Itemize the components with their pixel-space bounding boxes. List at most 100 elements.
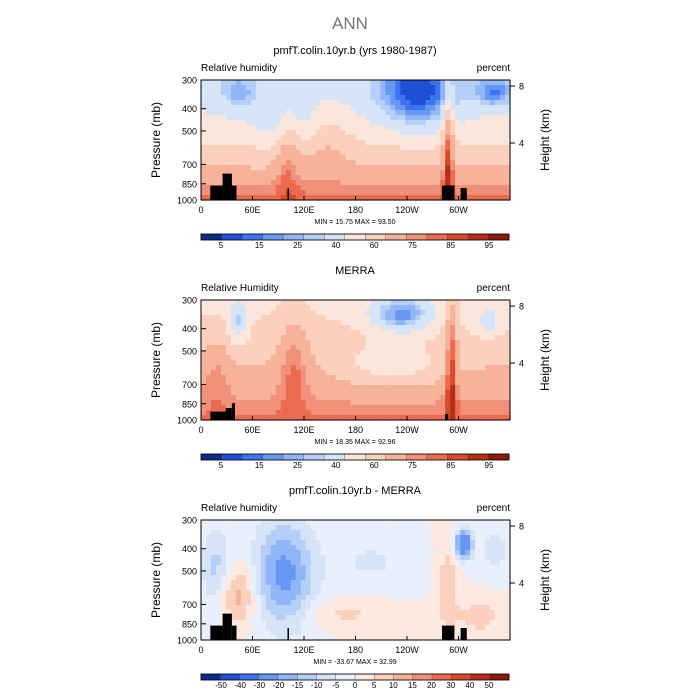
heatmap-cell (410, 415, 416, 421)
heatmap-cell (365, 135, 372, 141)
heatmap-cell (400, 150, 406, 156)
heatmap-cell (300, 345, 307, 351)
heatmap-cell (350, 370, 357, 376)
heatmap-cell (330, 585, 337, 591)
heatmap-cell (280, 305, 287, 311)
heatmap-cell (240, 585, 247, 591)
heatmap-cell (440, 520, 446, 526)
heatmap-cell (385, 315, 391, 321)
heatmap-cell (415, 585, 421, 591)
heatmap-cell (245, 165, 252, 171)
heatmap-cell (485, 390, 491, 396)
heatmap-cell (350, 195, 357, 201)
heatmap-cell (470, 85, 476, 91)
heatmap-cell (310, 555, 317, 561)
heatmap-cell (235, 85, 242, 91)
heatmap-cell (390, 410, 396, 416)
heatmap-cell (285, 580, 292, 586)
heatmap-cell (250, 630, 257, 636)
heatmap-cell (295, 80, 302, 86)
heatmap-cell (320, 85, 327, 91)
heatmap-cell (455, 90, 461, 96)
heatmap-cell (400, 615, 406, 621)
heatmap-cell (430, 335, 436, 341)
heatmap-cell (435, 555, 441, 561)
heatmap-cell (475, 610, 481, 616)
heatmap-cell (445, 325, 451, 331)
heatmap-cell (460, 540, 466, 546)
heatmap-cell (245, 380, 252, 386)
colorbar-segment (365, 453, 387, 461)
heatmap-cell (290, 315, 297, 321)
heatmap-cell (250, 600, 257, 606)
heatmap-cell (305, 190, 312, 196)
heatmap-cell (230, 90, 237, 96)
heatmap-cell (390, 365, 396, 371)
heatmap-cell (255, 340, 262, 346)
heatmap-cell (415, 580, 421, 586)
heatmap-cell (465, 410, 471, 416)
heatmap-cell (330, 570, 337, 576)
heatmap-cell (265, 390, 272, 396)
heatmap-cell (420, 555, 426, 561)
heatmap-cell (475, 370, 481, 376)
heatmap-cell (505, 370, 511, 376)
heatmap-cell (245, 600, 252, 606)
heatmap-cell (360, 180, 367, 186)
heatmap-cell (285, 105, 292, 111)
heatmap-cell (370, 550, 377, 556)
heatmap-cell (405, 135, 411, 141)
heatmap-cell (255, 130, 262, 136)
heatmap-cell (330, 540, 337, 546)
heatmap-cell (201, 560, 207, 566)
heatmap-cell (275, 390, 282, 396)
heatmap-cell (430, 375, 436, 381)
heatmap-cell (430, 175, 436, 181)
heatmap-cell (305, 520, 312, 526)
heatmap-cell (455, 105, 461, 111)
heatmap-cell (310, 335, 317, 341)
heatmap-cell (235, 365, 242, 371)
heatmap-cell (450, 345, 456, 351)
heatmap-cell (440, 400, 446, 406)
heatmap-cell (410, 160, 416, 166)
heatmap-cell (320, 375, 327, 381)
colorbar-segment (241, 453, 264, 461)
heatmap-cell (340, 605, 347, 611)
heatmap-cell (505, 310, 511, 316)
heatmap-cell (280, 315, 287, 321)
heatmap-cell (435, 345, 441, 351)
heatmap-cell (430, 320, 436, 326)
heatmap-cell (445, 575, 451, 581)
heatmap-cell (455, 615, 461, 621)
colorbar-label: -50 (215, 681, 227, 690)
heatmap-cell (380, 615, 386, 621)
heatmap-cell (415, 600, 421, 606)
heatmap-cell (310, 635, 317, 641)
heatmap-cell (365, 105, 372, 111)
heatmap-cell (270, 550, 277, 556)
heatmap-cell (445, 175, 451, 181)
heatmap-cell (375, 150, 382, 156)
heatmap-cell (395, 570, 401, 576)
heatmap-cell (375, 350, 382, 356)
heatmap-cell (450, 395, 456, 401)
heatmap-cell (365, 195, 372, 201)
heatmap-cell (230, 375, 237, 381)
heatmap-cell (485, 340, 491, 346)
heatmap-cell (390, 145, 396, 151)
heatmap-cell (420, 600, 426, 606)
heatmap-cell (495, 120, 501, 126)
heatmap-cell (395, 180, 401, 186)
heatmap-cell (285, 610, 292, 616)
heatmap-cell (285, 150, 292, 156)
heatmap-cell (360, 345, 367, 351)
heatmap-cell (390, 380, 396, 386)
heatmap-cell (205, 150, 212, 156)
heatmap-cell (220, 595, 227, 601)
heatmap-cell (340, 525, 347, 531)
heatmap-cell (335, 150, 342, 156)
heatmap-cell (330, 110, 337, 116)
heatmap-cell (365, 185, 372, 191)
heatmap-cell (230, 305, 237, 311)
